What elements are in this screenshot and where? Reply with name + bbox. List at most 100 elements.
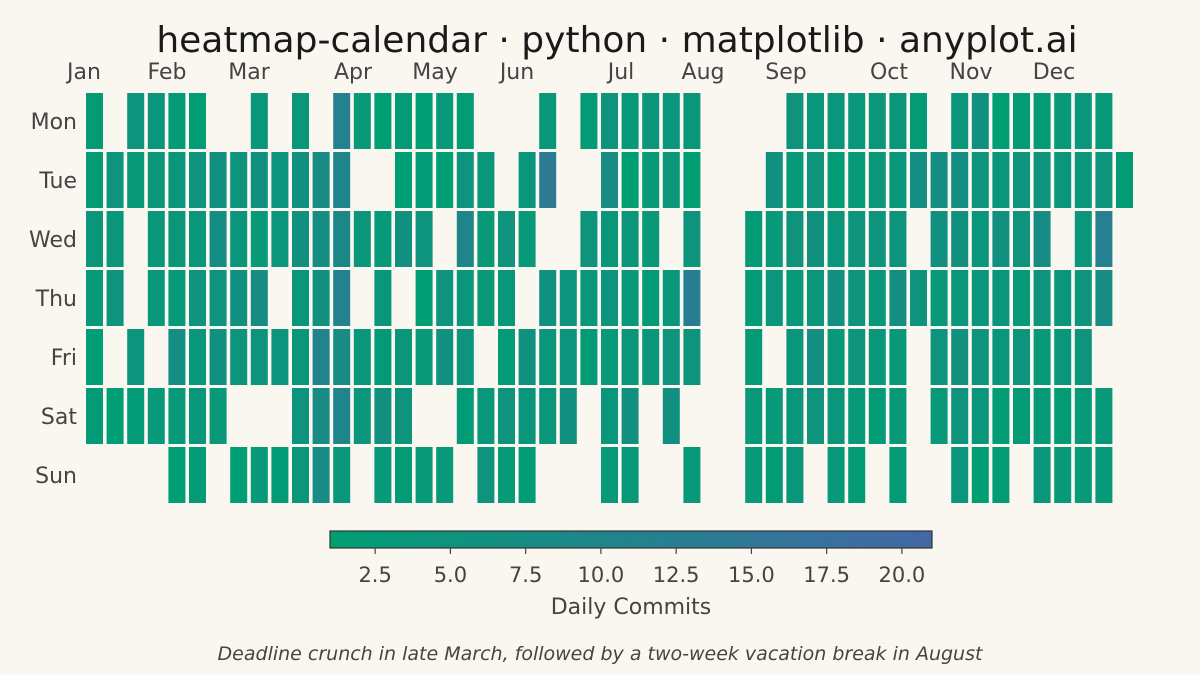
day-cell [786, 388, 804, 444]
day-cell [189, 447, 206, 503]
day-cell [230, 152, 248, 208]
colorbar-tick-label: 12.5 [653, 563, 700, 587]
day-cell [333, 93, 351, 149]
day-cell [230, 447, 248, 503]
day-cell [765, 388, 783, 444]
weekday-label: Sun [35, 464, 77, 489]
weekday-label: Fri [51, 346, 77, 371]
day-cell [147, 270, 165, 326]
day-cell [374, 93, 392, 149]
day-cell [312, 152, 330, 208]
day-cell [415, 152, 433, 208]
day-cell [415, 329, 433, 385]
day-cell [662, 270, 680, 326]
day-cell [333, 152, 351, 208]
day-cell [848, 388, 866, 444]
day-cell [683, 152, 701, 208]
day-cell [209, 388, 227, 444]
day-cell [930, 152, 948, 208]
day-cell [621, 211, 639, 267]
day-cell [374, 447, 392, 503]
day-cell [456, 93, 474, 149]
day-cell [127, 329, 145, 385]
day-cell [889, 270, 907, 326]
day-cell [1033, 211, 1051, 267]
day-cell [1013, 211, 1030, 267]
day-cell [518, 152, 536, 208]
day-cell [910, 152, 927, 208]
day-cell [992, 270, 1010, 326]
weekday-label: Thu [35, 287, 77, 312]
day-cell [106, 211, 124, 267]
day-cell [580, 329, 598, 385]
day-cell [312, 388, 330, 444]
day-cell [1095, 388, 1113, 444]
day-cell [498, 211, 515, 267]
day-cell [333, 388, 351, 444]
day-cell [209, 152, 227, 208]
day-cell [807, 329, 824, 385]
day-cell [889, 329, 907, 385]
colorbar-tick-label: 5.0 [434, 563, 467, 587]
day-cell [292, 270, 309, 326]
day-cell [745, 447, 763, 503]
day-cell [930, 388, 948, 444]
day-cell [910, 270, 927, 326]
day-cell [827, 211, 845, 267]
day-cell [250, 270, 268, 326]
day-cell [147, 388, 165, 444]
day-cell [168, 270, 186, 326]
day-cell [992, 211, 1010, 267]
month-label: Apr [334, 60, 373, 85]
month-label: Sep [765, 60, 806, 85]
day-cell [456, 270, 474, 326]
day-cell [992, 152, 1010, 208]
day-cell [312, 329, 330, 385]
day-cell [189, 93, 206, 149]
day-cell [951, 270, 969, 326]
day-cell [168, 329, 186, 385]
day-cell [539, 329, 557, 385]
day-cell [1054, 93, 1072, 149]
day-cell [518, 447, 536, 503]
day-cell [456, 329, 474, 385]
chart-title: heatmap-calendar · python · matplotlib ·… [156, 20, 1077, 61]
day-cell [415, 447, 433, 503]
day-cell [1074, 329, 1092, 385]
colorbar-tick-label: 2.5 [358, 563, 391, 587]
day-cell [250, 152, 268, 208]
day-cell [147, 152, 165, 208]
day-cell [642, 270, 660, 326]
colorbar-label: Daily Commits [551, 595, 712, 620]
day-cell [807, 93, 824, 149]
day-cell [786, 270, 804, 326]
day-cell [106, 152, 124, 208]
day-cell [127, 93, 145, 149]
day-cell [971, 211, 989, 267]
day-cell [868, 270, 886, 326]
day-cell [868, 388, 886, 444]
day-cell [971, 152, 989, 208]
day-cell [395, 152, 412, 208]
month-label: Aug [682, 60, 725, 85]
month-label: Dec [1033, 60, 1076, 85]
day-cell [1074, 211, 1092, 267]
day-cell [559, 388, 577, 444]
day-cell [951, 329, 969, 385]
day-cell [621, 270, 639, 326]
day-cell [889, 152, 907, 208]
day-cell [786, 329, 804, 385]
day-cell [580, 93, 598, 149]
day-cell [1033, 388, 1051, 444]
day-cell [559, 270, 577, 326]
day-cell [498, 388, 515, 444]
day-cell [765, 270, 783, 326]
day-cell [601, 270, 618, 326]
day-cell [765, 152, 783, 208]
day-cell [827, 447, 845, 503]
day-cell [992, 329, 1010, 385]
day-cell [127, 388, 145, 444]
day-cell [436, 152, 454, 208]
colorbar-tick-label: 7.5 [509, 563, 542, 587]
